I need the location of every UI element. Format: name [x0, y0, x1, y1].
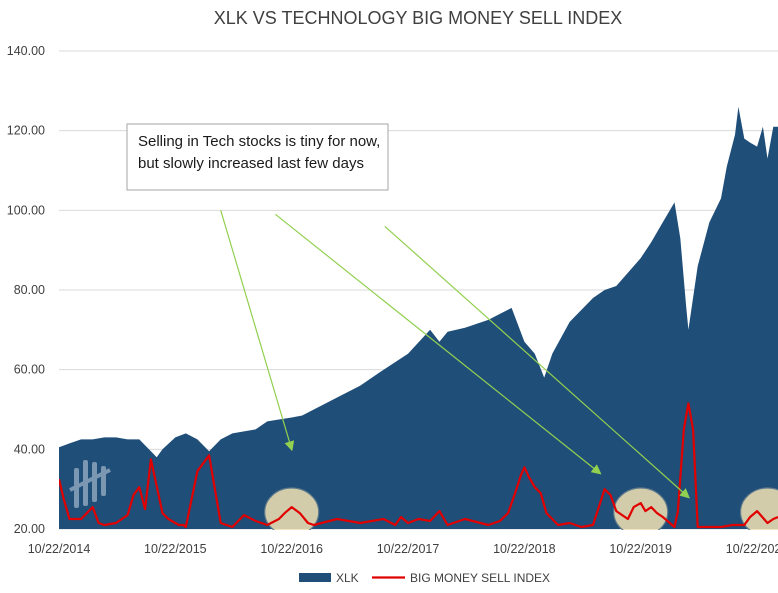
y-tick-label: 100.00: [7, 203, 45, 217]
legend-label-xlk: XLK: [336, 571, 359, 585]
annotation-arrow: [275, 213, 602, 475]
xlk-area-series: [59, 106, 778, 530]
x-axis-ticks: 10/22/2014 10/22/2015 10/22/2016 10/22/2017…: [28, 542, 778, 556]
plot-area: [59, 106, 778, 530]
big-money-sell-index-line: [59, 402, 778, 529]
y-tick-label: 60.00: [14, 363, 45, 377]
x-tick-label: 10/22/2018: [493, 542, 556, 556]
x-tick-label: 10/22/2017: [377, 542, 440, 556]
x-tick-label: 10/22/2015: [144, 542, 207, 556]
x-tick-label: 10/22/2019: [609, 542, 672, 556]
y-tick-label: 80.00: [14, 283, 45, 297]
legend-label-bmsi: BIG MONEY SELL INDEX: [410, 571, 550, 585]
x-tick-label: 10/22/2016: [260, 542, 323, 556]
x-tick-label: 10/22/2020: [726, 542, 778, 556]
x-tick-label: 10/22/2014: [28, 542, 91, 556]
watermark-logo: [69, 460, 111, 508]
highlight-ellipse: [613, 487, 669, 530]
legend: XLK BIG MONEY SELL INDEX: [299, 571, 550, 585]
y-axis-ticks: 20.00 40.00 60.00 80.00 100.00 120.00 140.00: [7, 44, 45, 536]
y-tick-label: 140.00: [7, 44, 45, 58]
y-tick-label: 20.00: [14, 522, 45, 536]
y-tick-label: 120.00: [7, 124, 45, 138]
highlight-ellipse: [739, 487, 778, 530]
annotation-box: [126, 123, 389, 191]
annotation-callout: Selling in Tech stocks is tiny for now, …: [126, 123, 389, 191]
annotation-arrow: [384, 225, 690, 499]
chart-title: XLK VS TECHNOLOGY BIG MONEY SELL INDEX: [214, 8, 622, 28]
highlight-ellipse: [264, 487, 320, 530]
y-tick-label: 40.00: [14, 442, 45, 456]
annotation-arrow: [220, 210, 295, 452]
legend-swatch-xlk: [299, 573, 331, 582]
annotation-line-2: but slowly increased last few days: [138, 155, 364, 172]
annotation-line-1: Selling in Tech stocks is tiny for now,: [138, 133, 380, 150]
annotation-arrows: [220, 210, 690, 499]
